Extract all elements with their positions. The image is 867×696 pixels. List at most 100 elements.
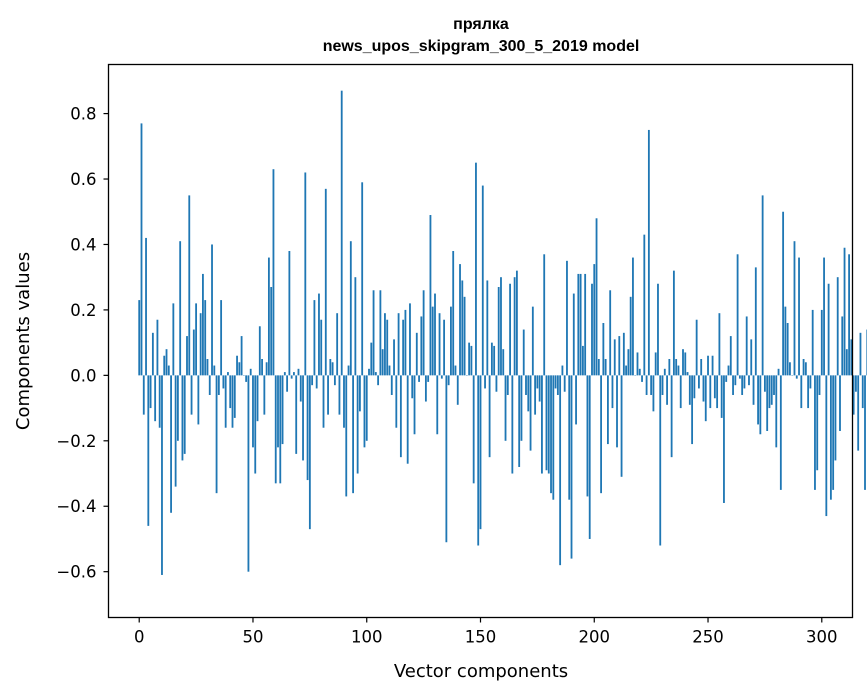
bar	[297, 368, 300, 376]
chart-title: прялка	[453, 16, 509, 33]
bar	[318, 293, 320, 376]
bar	[793, 241, 796, 376]
bar	[761, 195, 764, 376]
bar	[379, 290, 382, 376]
bar	[386, 319, 389, 376]
bar	[693, 375, 696, 399]
bar	[393, 339, 395, 376]
bar	[691, 375, 694, 445]
bar	[845, 349, 848, 376]
bar	[231, 375, 234, 428]
bar	[513, 277, 516, 376]
bar	[786, 323, 789, 376]
bar	[488, 375, 491, 458]
bar	[249, 368, 252, 376]
bar	[165, 349, 168, 376]
bar	[782, 211, 785, 376]
bar	[820, 309, 823, 376]
bar	[572, 293, 575, 376]
bar	[509, 283, 511, 376]
bar	[215, 375, 218, 494]
bar	[547, 375, 550, 474]
bar	[147, 375, 150, 526]
bar	[745, 316, 748, 376]
bar	[443, 319, 446, 376]
bar	[370, 342, 373, 376]
bar	[768, 375, 771, 409]
bar	[777, 368, 780, 376]
bar	[725, 375, 728, 382]
bar	[475, 162, 477, 376]
bar	[213, 365, 216, 376]
bar	[463, 296, 466, 376]
bar	[804, 362, 807, 376]
y-tick-label: −0.6	[56, 563, 96, 582]
bar	[299, 375, 302, 402]
bar	[454, 365, 457, 376]
bar	[427, 375, 430, 382]
y-axis-ticks: −0.6 −0.4 −0.2 0.0 0.2 0.4 0.6 0.8	[56, 105, 109, 582]
bar	[709, 375, 712, 409]
x-tick-label: 100	[351, 628, 383, 647]
bar	[172, 303, 175, 376]
bar	[436, 375, 439, 435]
bar	[718, 313, 721, 376]
bar	[859, 332, 862, 376]
bar	[361, 182, 364, 376]
bar	[304, 172, 307, 376]
bar	[675, 359, 678, 376]
bar	[183, 375, 186, 454]
bar	[186, 336, 188, 376]
bar	[306, 375, 309, 481]
bar	[538, 375, 541, 402]
bar	[622, 332, 625, 376]
bar	[217, 375, 220, 395]
bar	[570, 375, 573, 559]
bar	[156, 319, 159, 376]
bar	[233, 375, 236, 418]
bar	[707, 355, 709, 376]
bar	[575, 375, 577, 425]
bar	[529, 375, 532, 451]
x-tick-label: 200	[579, 628, 611, 647]
bar	[738, 375, 741, 379]
bar	[556, 375, 559, 395]
bar	[531, 306, 534, 376]
bar	[754, 267, 757, 376]
y-tick-label: 0.8	[70, 105, 96, 124]
bar	[657, 283, 659, 376]
bar	[167, 365, 170, 376]
bar	[752, 375, 755, 405]
bar	[527, 375, 530, 412]
bar	[486, 280, 489, 376]
y-tick-label: 0.2	[70, 301, 96, 320]
bar	[843, 247, 846, 376]
bar	[811, 309, 814, 376]
bar	[384, 313, 386, 376]
bar	[354, 277, 357, 376]
bar	[541, 375, 543, 474]
bar	[390, 375, 393, 395]
bar	[181, 375, 184, 461]
bar	[340, 90, 343, 376]
bar	[736, 254, 739, 376]
bar	[500, 277, 502, 376]
bar	[238, 362, 241, 376]
bar	[852, 375, 855, 415]
bar	[381, 349, 384, 376]
bar	[192, 329, 195, 376]
bar	[347, 365, 350, 376]
bar	[679, 375, 682, 409]
bar	[729, 336, 732, 376]
plot-frame	[107, 63, 854, 619]
bar	[429, 215, 432, 376]
bar	[495, 375, 498, 392]
bar	[588, 375, 591, 539]
bar	[652, 375, 655, 412]
bar	[154, 375, 157, 422]
bar	[247, 375, 250, 572]
bar	[477, 375, 480, 546]
bar	[704, 375, 707, 422]
bar	[161, 375, 163, 575]
